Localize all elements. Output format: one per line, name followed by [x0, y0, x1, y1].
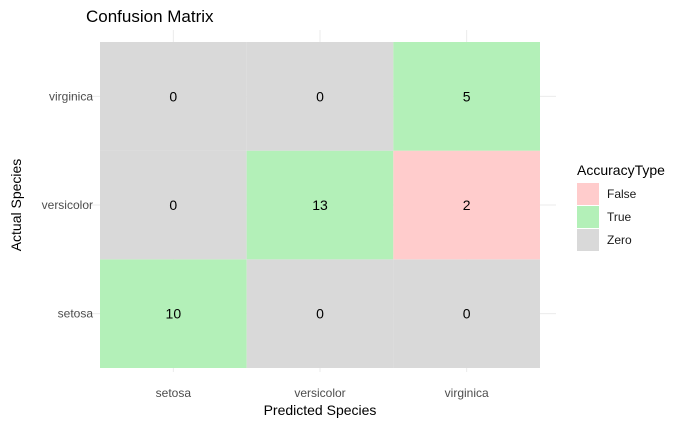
heatmap-cell: [393, 259, 540, 368]
x-axis-tick-labels: setosa versicolor virginica: [156, 386, 489, 400]
legend-label: Zero: [607, 233, 632, 247]
cell-value-label: 2: [463, 197, 471, 213]
chart-title: Confusion Matrix: [86, 7, 214, 26]
cell-value-label: 5: [463, 88, 471, 104]
heatmap-cell: [100, 150, 247, 260]
heatmap-cell: [393, 150, 540, 260]
legend-label: False: [607, 187, 637, 201]
y-axis-tick-labels: setosa versicolor virginica: [42, 89, 94, 320]
cell-value-label: 0: [169, 197, 177, 213]
legend-key: [577, 229, 599, 251]
cell-value-label: 0: [316, 306, 324, 322]
heatmap-cell: [246, 259, 394, 368]
cell-value-labels: 10 0 0 0 13 2 0 0 5: [166, 88, 471, 321]
heatmap-cell: [100, 42, 247, 151]
y-tick-label: setosa: [58, 307, 94, 321]
cell-value-label: 0: [463, 306, 471, 322]
y-tick-label: virginica: [49, 89, 93, 103]
x-tick-label: setosa: [156, 386, 192, 400]
heatmap-cell: [246, 150, 394, 260]
y-axis-title: Actual Species: [8, 159, 24, 252]
x-axis-title: Predicted Species: [264, 402, 377, 418]
legend-title: AccuracyType: [577, 162, 665, 178]
y-tick-label: versicolor: [42, 198, 93, 212]
heatmap-cell: [100, 259, 247, 368]
x-tick-label: versicolor: [294, 386, 345, 400]
cell-value-label: 0: [169, 88, 177, 104]
x-tick-label: virginica: [445, 386, 489, 400]
legend-key: [577, 183, 599, 205]
cell-value-label: 0: [316, 88, 324, 104]
heatmap-cell: [246, 42, 394, 151]
heatmap-cells: [100, 42, 540, 368]
cell-value-label: 13: [312, 197, 328, 213]
legend-key: [577, 206, 599, 228]
cell-value-label: 10: [166, 306, 182, 322]
legend: AccuracyType False True Zero: [577, 162, 665, 251]
legend-label: True: [607, 210, 632, 224]
heatmap-cell: [393, 42, 540, 151]
